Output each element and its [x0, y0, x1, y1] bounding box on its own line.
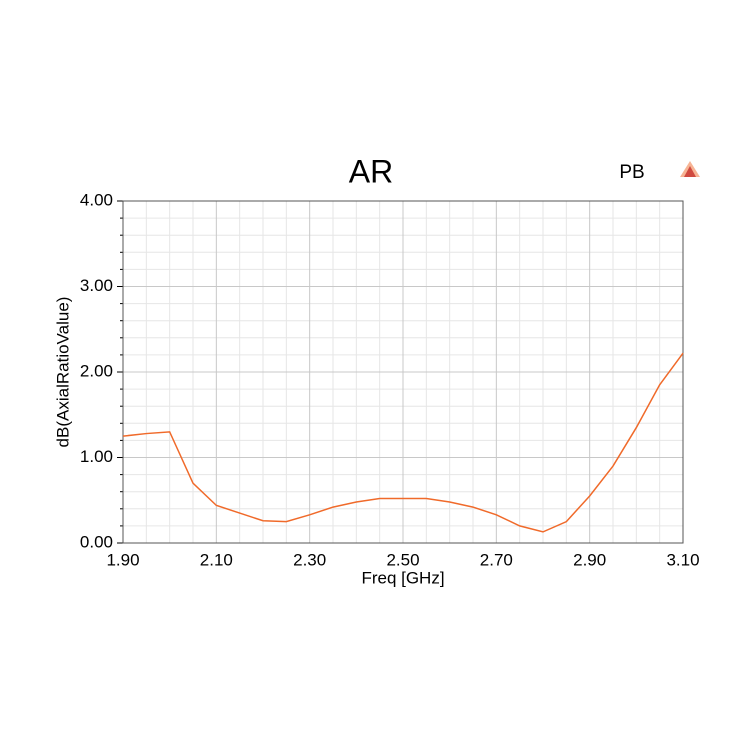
y-tick-label: 2.00 [80, 361, 113, 380]
x-tick-label: 2.10 [200, 550, 233, 569]
data-line [122, 352, 684, 533]
x-axis-label: Freq [GHz] [361, 568, 444, 587]
chart-title: AR [349, 153, 393, 189]
x-tick-label: 1.90 [106, 550, 139, 569]
y-tick-label: 0.00 [80, 532, 113, 551]
x-tick-label: 2.50 [386, 550, 419, 569]
plot-frame [122, 200, 684, 544]
y-tick-label: 1.00 [80, 447, 113, 466]
x-tick-label: 2.70 [480, 550, 513, 569]
x-tick-label: 3.10 [666, 550, 699, 569]
x-tick-label: 2.30 [293, 550, 326, 569]
legend-label: PB [619, 162, 644, 183]
y-axis-label: dB(AxialRatioValue) [53, 297, 72, 448]
legend-icon [680, 161, 700, 177]
y-tick-label: 4.00 [80, 190, 113, 209]
x-tick-label: 2.90 [573, 550, 606, 569]
y-tick-label: 3.00 [80, 276, 113, 295]
